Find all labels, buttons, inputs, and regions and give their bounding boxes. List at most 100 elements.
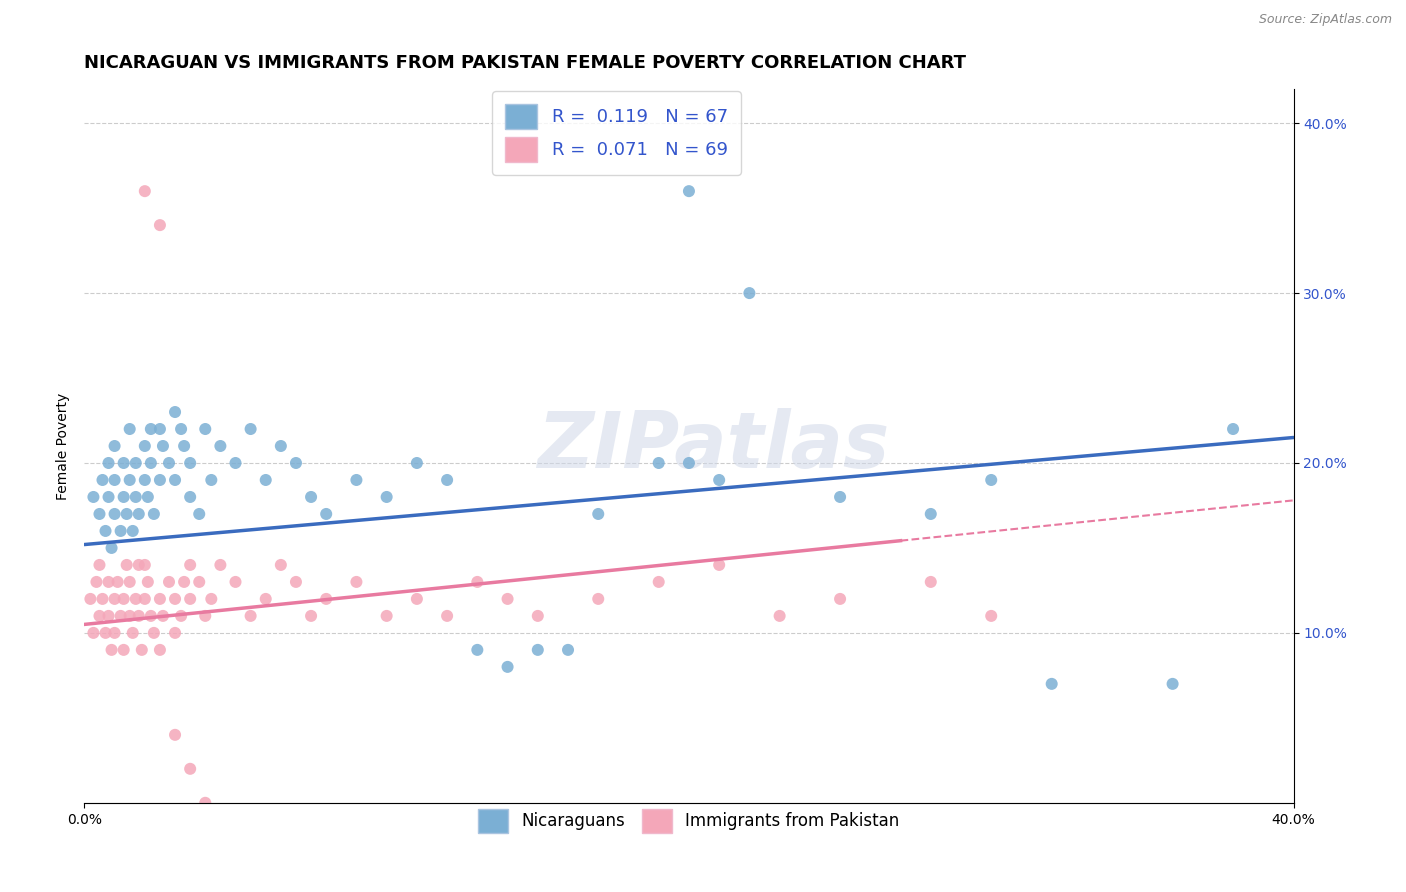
Point [170,422,193,436]
Point [104,507,127,521]
Point [299,608,322,623]
Point [118,422,141,436]
Point [139,422,162,436]
Point [118,473,141,487]
Point [134,473,156,487]
Point [467,574,489,589]
Point [194,796,217,810]
Point [375,608,398,623]
Point [134,439,156,453]
Point [285,574,308,589]
Point [738,286,761,301]
Point [82,490,104,504]
Point [830,591,852,606]
Point [496,591,519,606]
Point [285,456,308,470]
Point [157,456,180,470]
Point [225,574,247,589]
Point [225,456,247,470]
Point [128,507,150,521]
Point [115,507,138,521]
Y-axis label: Female Poverty: Female Poverty [56,392,70,500]
Point [110,608,132,623]
Point [165,626,187,640]
Point [149,643,172,657]
Point [136,490,159,504]
Text: ZIPatlas: ZIPatlas [537,408,889,484]
Point [173,439,195,453]
Point [165,405,187,419]
Point [86,574,108,589]
Point [200,473,222,487]
Point [134,558,156,572]
Point [94,524,117,538]
Point [128,558,150,572]
Point [134,591,156,606]
Point [112,456,135,470]
Point [406,591,429,606]
Point [980,473,1002,487]
Point [496,660,519,674]
Point [121,524,143,538]
Point [100,541,122,555]
Point [467,643,489,657]
Point [1040,677,1063,691]
Point [648,574,671,589]
Point [112,591,135,606]
Point [179,558,201,572]
Point [179,591,201,606]
Point [170,608,193,623]
Point [769,608,792,623]
Point [194,422,217,436]
Point [179,490,201,504]
Point [709,473,731,487]
Point [436,473,458,487]
Point [254,473,277,487]
Point [920,574,942,589]
Point [557,643,579,657]
Point [125,490,148,504]
Point [980,608,1002,623]
Point [152,608,174,623]
Point [149,591,172,606]
Point [194,608,217,623]
Point [165,728,187,742]
Text: Source: ZipAtlas.com: Source: ZipAtlas.com [1258,13,1392,27]
Point [188,507,211,521]
Point [91,473,114,487]
Point [375,490,398,504]
Point [79,591,101,606]
Point [436,608,458,623]
Text: NICARAGUAN VS IMMIGRANTS FROM PAKISTAN FEMALE POVERTY CORRELATION CHART: NICARAGUAN VS IMMIGRANTS FROM PAKISTAN F… [84,54,966,72]
Point [179,456,201,470]
Point [315,591,337,606]
Point [125,456,148,470]
Point [173,574,195,589]
Point [165,591,187,606]
Point [125,591,148,606]
Point [89,507,111,521]
Point [97,456,120,470]
Point [920,507,942,521]
Point [97,574,120,589]
Point [142,507,165,521]
Point [128,608,150,623]
Point [118,608,141,623]
Point [104,439,127,453]
Point [110,524,132,538]
Point [134,184,156,198]
Point [131,643,153,657]
Point [678,456,700,470]
Point [678,184,700,198]
Point [200,591,222,606]
Point [1161,677,1184,691]
Point [139,456,162,470]
Point [165,473,187,487]
Point [149,473,172,487]
Point [270,439,292,453]
Point [209,558,232,572]
Point [270,558,292,572]
Point [1222,422,1244,436]
Point [588,591,610,606]
Point [97,490,120,504]
